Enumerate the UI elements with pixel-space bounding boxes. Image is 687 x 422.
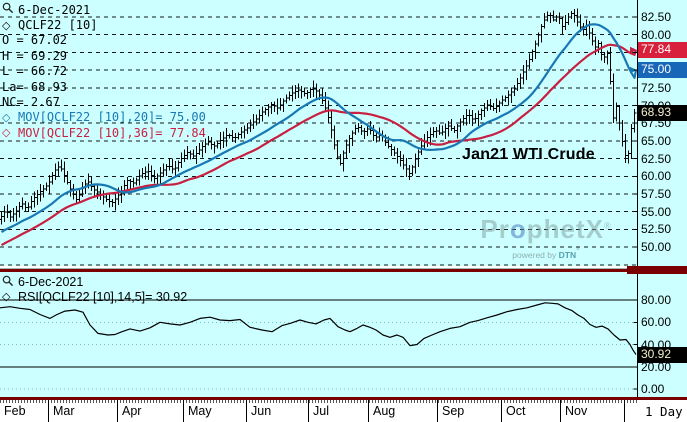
- high-value-row: H = 69.29: [2, 48, 68, 63]
- open-value-row: O = 67.02: [2, 33, 68, 48]
- ma20-line: [0, 23, 638, 233]
- price-axis-label: 55.00: [641, 204, 672, 219]
- price-axis-label: 82.50: [641, 10, 672, 24]
- last-value-row: La= 68.93: [2, 79, 68, 94]
- month-label: Sep: [442, 404, 465, 418]
- month-end-tick: [624, 400, 625, 422]
- series-diamond-icon: ◇: [2, 18, 11, 32]
- month-label: Feb: [4, 404, 26, 418]
- price-legend: 6-Dec-2021 ◇ QCLF22 [10] O = 67.02 H = 6…: [2, 2, 206, 141]
- price-axis-label: 72.50: [641, 80, 672, 95]
- price-axis-label: 65.00: [641, 133, 672, 148]
- net-change-row: NC= 2.67: [2, 95, 60, 110]
- price-badge: 77.84: [638, 41, 687, 58]
- rsi-axis-label: 0.00: [641, 382, 665, 396]
- panel-splitter[interactable]: [0, 266, 687, 274]
- time-axis: 1 Day Feb Mar Apr May Jun Jul Aug Sep Oct Nov: [0, 400, 687, 422]
- watermark-tagline: powered by DTN°: [512, 246, 580, 260]
- low-value-row: L = 66.72: [2, 64, 68, 79]
- mov20-label: MOV[QCLF22 [10],20]= 75.00: [18, 110, 206, 125]
- prophetx-watermark: ProphetX® powered by DTN°: [466, 214, 626, 260]
- mov36-label: MOV[QCLF22 [10],36]= 77.84: [18, 125, 206, 140]
- timeframe-label: 1 Day: [645, 404, 683, 419]
- month-label: Mar: [53, 404, 75, 418]
- price-axis-label: 52.50: [641, 222, 672, 237]
- month-cell-jul: Jul: [308, 400, 368, 422]
- price-axis-label: 60.00: [641, 169, 672, 184]
- month-cell-jun: Jun: [246, 400, 308, 422]
- month-label: Apr: [122, 404, 142, 418]
- month-label: May: [188, 404, 212, 418]
- mov36-diamond-icon: ◇: [2, 126, 11, 140]
- ma-arrowhead: [630, 46, 637, 54]
- series-row-mov20[interactable]: ◇ MOV[QCLF22 [10],20]= 75.00: [2, 110, 206, 125]
- rsi-chart-svg[interactable]: [0, 274, 687, 398]
- month-label: Jul: [313, 404, 329, 418]
- series-row-rsi[interactable]: ◇ RSI[QCLF22 [10],14,5]= 30.92: [2, 290, 187, 305]
- month-label: Jun: [251, 404, 272, 418]
- series-row-symbol[interactable]: ◇ QCLF22 [10]: [2, 17, 206, 32]
- symbol-label: QCLF22 [10]: [18, 18, 98, 33]
- month-cell-may: May: [183, 400, 246, 422]
- rsi-line: [0, 302, 637, 355]
- rsi-axis-label: 80.00: [641, 293, 672, 307]
- price-axis-label: 80.00: [641, 27, 672, 42]
- rsi-date-label: 6-Dec-2021: [18, 275, 84, 290]
- rsi-diamond-icon: ◇: [2, 290, 11, 304]
- series-row-mov36[interactable]: ◇ MOV[QCLF22 [10],36]= 77.84: [2, 125, 206, 140]
- month-cell-feb: Feb: [0, 400, 48, 422]
- month-cell-oct: Oct: [501, 400, 560, 422]
- ohlc-bars: [0, 8, 637, 225]
- price-date-label: 6-Dec-2021: [18, 2, 91, 17]
- month-label: Aug: [373, 404, 396, 418]
- chart-annotation[interactable]: Jan21 WTI Crude: [462, 146, 595, 163]
- mov20-diamond-icon: ◇: [2, 110, 11, 124]
- price-axis-label: 50.00: [641, 240, 672, 255]
- month-cell-nov: Nov: [560, 400, 624, 422]
- month-cell-aug: Aug: [368, 400, 437, 422]
- month-cell-apr: Apr: [117, 400, 183, 422]
- month-label: Oct: [506, 404, 526, 418]
- rsi-badge: 30.92: [638, 346, 687, 363]
- month-cell-sep: Sep: [437, 400, 501, 422]
- price-axis-label: 62.50: [641, 151, 672, 166]
- splitter-corner: [627, 266, 687, 274]
- price-badge: 75.00: [638, 62, 687, 79]
- rsi-axis-label: 60.00: [641, 315, 672, 330]
- panel-bottom-border: [0, 397, 687, 400]
- price-badge: 68.93: [638, 105, 687, 122]
- rsi-legend: 6-Dec-2021 ◇ RSI[QCLF22 [10],14,5]= 30.9…: [2, 275, 187, 304]
- ma36-line: [0, 43, 638, 247]
- month-label: Nov: [565, 404, 588, 418]
- price-date-row: 6-Dec-2021: [2, 2, 206, 17]
- watermark-brand: ProphetX®: [480, 214, 612, 244]
- price-chart-svg[interactable]: [0, 0, 687, 266]
- price-axis-label: 57.50: [641, 187, 672, 201]
- rsi-study-label: RSI[QCLF22 [10],14,5]= 30.92: [18, 289, 188, 304]
- month-cell-mar: Mar: [48, 400, 117, 422]
- rsi-axis-label: 20.00: [641, 359, 672, 374]
- rsi-date-row: 6-Dec-2021: [2, 275, 187, 290]
